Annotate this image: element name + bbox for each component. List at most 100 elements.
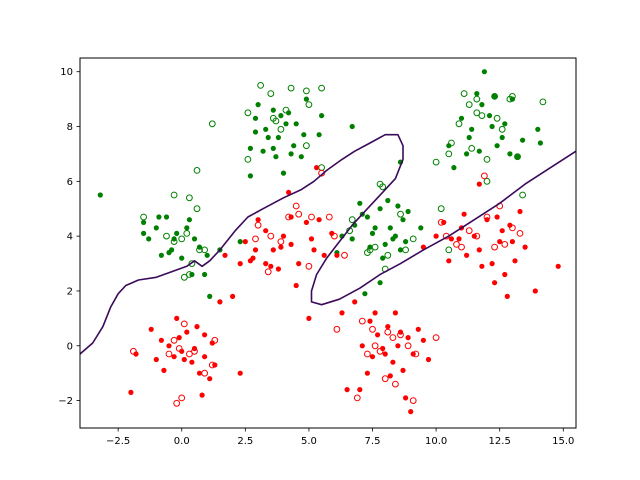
red-hollow-point	[404, 342, 412, 350]
green-hollow-point	[193, 167, 201, 174]
green-hollow-point	[448, 139, 455, 147]
red-filled-point	[194, 324, 200, 330]
red-filled-point	[280, 233, 287, 239]
green-filled-point	[385, 197, 391, 204]
green-hollow-point	[282, 106, 290, 114]
green-hollow-point	[303, 142, 310, 150]
red-filled-point	[512, 258, 518, 264]
green-filled-point	[380, 255, 386, 261]
green-hollow-point	[514, 153, 521, 161]
green-filled-point	[479, 102, 485, 108]
red-hollow-point	[267, 232, 275, 240]
red-filled-point	[339, 310, 345, 316]
red-hollow-point	[201, 369, 209, 377]
red-filled-point	[263, 228, 269, 234]
y-tick-label: 0	[67, 341, 73, 352]
green-hollow-point	[432, 158, 440, 166]
red-hollow-point	[381, 375, 389, 383]
red-filled-point	[306, 315, 312, 321]
green-filled-point	[369, 230, 376, 236]
green-hollow-point	[257, 82, 265, 89]
green-filled-point	[481, 69, 487, 75]
green-filled-point	[179, 255, 185, 261]
x-tick-label: 12.5	[489, 436, 511, 447]
red-filled-point	[489, 261, 495, 267]
green-hollow-point	[483, 177, 491, 185]
green-filled-point	[298, 154, 304, 160]
green-filled-point	[458, 115, 465, 121]
red-filled-point	[555, 263, 561, 269]
green-hollow-point	[269, 114, 277, 122]
data-points	[97, 69, 561, 415]
red-hollow-point	[432, 334, 440, 342]
red-filled-point	[296, 261, 302, 267]
red-filled-point	[217, 299, 223, 305]
red-hollow-point	[392, 380, 399, 388]
red-hollow-point	[175, 345, 183, 352]
red-filled-point	[321, 252, 327, 258]
green-hollow-point	[305, 101, 313, 108]
red-hollow-point	[453, 241, 460, 248]
green-filled-point	[382, 241, 388, 247]
green-filled-point	[395, 203, 401, 209]
red-hollow-point	[252, 235, 259, 243]
red-filled-point	[207, 376, 213, 382]
red-filled-point	[385, 324, 391, 330]
red-filled-point	[504, 293, 510, 299]
green-filled-point	[247, 173, 253, 179]
red-filled-point	[387, 373, 393, 379]
green-filled-point	[237, 239, 243, 245]
green-filled-point	[146, 236, 152, 242]
red-filled-point	[456, 236, 462, 242]
red-filled-point	[308, 236, 315, 242]
red-hollow-point	[412, 350, 420, 358]
red-filled-point	[522, 244, 528, 250]
y-tick-label: 10	[60, 67, 73, 78]
green-filled-point	[270, 145, 276, 151]
red-hollow-point	[369, 325, 376, 333]
red-filled-point	[286, 189, 292, 195]
red-hollow-point	[285, 213, 293, 221]
red-filled-point	[270, 247, 276, 253]
red-hollow-point	[358, 317, 366, 325]
red-filled-point	[359, 343, 365, 349]
green-hollow-point	[287, 84, 295, 92]
red-filled-point	[357, 387, 363, 393]
red-filled-point	[311, 247, 317, 253]
green-hollow-point	[186, 194, 193, 202]
green-filled-point	[265, 134, 271, 141]
green-hollow-point	[509, 93, 516, 100]
green-filled-point	[301, 132, 307, 138]
red-filled-point	[242, 239, 248, 245]
red-filled-point	[433, 233, 439, 239]
green-hollow-point	[478, 112, 486, 119]
green-hollow-point	[244, 156, 252, 163]
red-filled-point	[400, 367, 406, 373]
green-hollow-point	[193, 205, 201, 213]
red-filled-point	[250, 255, 256, 261]
green-hollow-point	[473, 109, 481, 117]
green-hollow-point	[468, 145, 476, 152]
green-filled-point	[174, 230, 180, 236]
green-hollow-point	[397, 210, 404, 218]
green-hollow-point	[384, 251, 392, 259]
red-hollow-point	[186, 350, 193, 358]
green-hollow-point	[170, 238, 178, 246]
green-filled-point	[397, 247, 404, 253]
green-filled-point	[364, 214, 370, 220]
red-hollow-point	[353, 394, 361, 402]
red-filled-point	[288, 241, 294, 247]
green-filled-point	[247, 145, 253, 151]
red-hollow-point	[333, 325, 341, 333]
green-hollow-point	[318, 84, 326, 92]
green-hollow-point	[163, 232, 170, 240]
green-hollow-point	[465, 101, 473, 108]
red-filled-point	[352, 299, 358, 305]
red-hollow-point	[277, 238, 285, 246]
y-tick-label: 2	[67, 286, 73, 297]
red-filled-point	[133, 351, 139, 357]
x-tick-label: −2.5	[106, 436, 130, 447]
red-hollow-point	[364, 350, 371, 358]
green-filled-point	[418, 225, 424, 231]
green-filled-point	[278, 113, 284, 119]
